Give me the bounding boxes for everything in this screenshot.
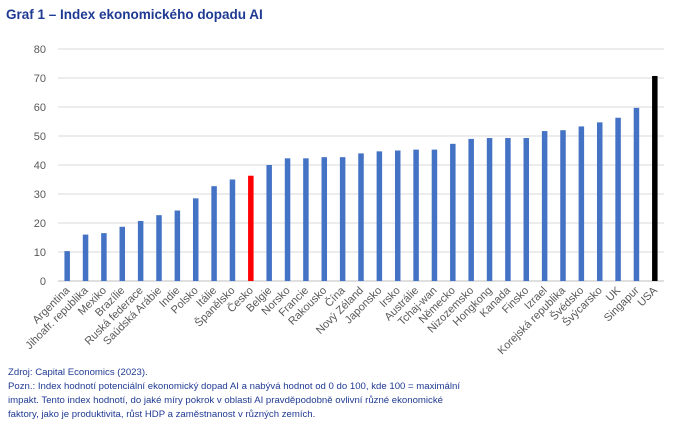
y-tick-label: 80: [34, 44, 46, 56]
bar-Tchaj-wan: [431, 149, 438, 281]
bar-Rakousko: [321, 157, 328, 281]
bar-Finsko: [523, 138, 530, 281]
bar-Čína: [339, 157, 346, 281]
bar-Irsko: [394, 150, 401, 281]
y-tick-label: 30: [34, 189, 46, 201]
note-line-3: faktory, jako je produktivita, růst HDP …: [8, 409, 316, 420]
bar-USA: [652, 75, 658, 281]
bar-UK: [615, 117, 621, 281]
bar-Nový Zéland: [358, 153, 364, 281]
bar-Ruská federace: [137, 220, 144, 281]
bar-Švýcarsko: [596, 122, 603, 282]
bar-Belgie: [266, 165, 272, 281]
bar-Mexiko: [101, 233, 107, 281]
y-tick-label: 0: [40, 276, 46, 288]
y-tick-label: 50: [34, 131, 46, 143]
bar-Polsko: [192, 198, 199, 281]
bar-Argentina: [64, 251, 70, 281]
bar-Brazílie: [119, 226, 126, 281]
x-tick-label: USA: [635, 284, 660, 309]
bars: [64, 75, 658, 282]
bar-Německo: [450, 143, 456, 281]
bar-Jihoafr. republika: [82, 234, 89, 281]
bar-Austrálie: [413, 149, 419, 281]
bar-Kanada: [505, 138, 511, 281]
source-note: Zdroj: Capital Economics (2023).: [8, 367, 148, 378]
bar-Nizozemsko: [468, 138, 474, 281]
bar-Norsko: [284, 158, 291, 281]
bar-Saúdská Arábie: [156, 215, 162, 281]
bar-Indie: [174, 210, 181, 281]
bar-Hongkong: [486, 138, 493, 281]
y-tick-label: 40: [34, 160, 46, 172]
bar-Švédsko: [578, 126, 585, 282]
bar-Česko: [248, 175, 254, 281]
note-line-1: Pozn.: Index hodnotí potenciální ekonomi…: [8, 381, 461, 392]
y-tick-label: 60: [34, 102, 46, 114]
bar-Singapur: [633, 107, 640, 282]
y-tick-label: 10: [34, 247, 46, 259]
bar-Korejská republika: [560, 130, 566, 281]
bar-Itálie: [211, 186, 217, 281]
note-line-2: impakt. Tento index hodnotí, do jaké mír…: [8, 395, 443, 406]
bar-Japonsko: [376, 151, 383, 281]
bar-Izrael: [541, 131, 548, 281]
bar-Francie: [303, 158, 309, 281]
y-tick-label: 20: [34, 218, 46, 230]
chart-title: Graf 1 – Index ekonomického dopadu AI: [6, 7, 263, 22]
y-axis-ticks: 0 10 20 30 40 50 60 70 80: [34, 44, 46, 288]
y-tick-label: 70: [34, 73, 46, 85]
bar-Španělsko: [229, 179, 236, 281]
